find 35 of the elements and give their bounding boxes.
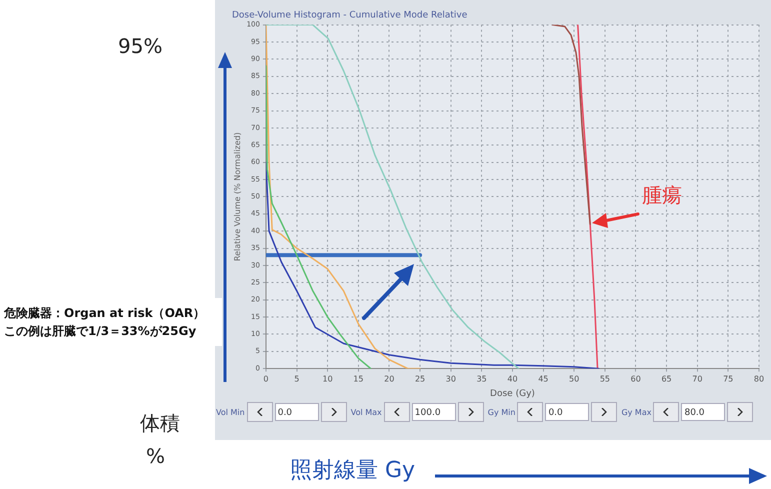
text: 0.0 [545,403,590,421]
text: この例は肝臓で1/3＝33%が25Gy [4,323,198,340]
text: Gy Max [621,408,652,416]
x-tick-label: 0 [263,374,269,384]
text: % [146,444,166,468]
y-axis-title: Relative Volume (% Normalized) [232,132,242,262]
x-axis-title: Dose (Gy) [490,388,535,399]
text: 0.0 [274,403,319,421]
x-tick-label: 70 [692,374,702,384]
text: 80.0 [681,403,726,421]
x-tick-label: 15 [353,374,364,384]
x-tick-label: 50 [569,374,580,384]
text: 危険臓器：Organ at risk（OAR） [4,305,206,322]
x-tick-label: 80 [754,374,764,384]
x-tick-label: 20 [384,374,394,384]
annotation: 腫瘍 [642,182,682,210]
text: 照射線量 Gy [290,457,416,485]
x-tick-label: 45 [538,374,548,384]
x-tick-label: 30 [446,374,456,384]
x-tick-label: 5 [294,374,300,384]
x-tick-label: 75 [723,374,734,384]
text: 体積 [140,410,180,437]
text: Gy Min [488,408,516,416]
chart-title: Dose-Volume Histogram - Cumulative Mode Relative [232,10,468,21]
text: 100.0 [412,403,456,421]
x-tick-label: 10 [322,374,333,384]
text: 95% [118,34,162,58]
x-tick-label: 65 [661,374,672,384]
x-tick-label: 55 [600,374,610,384]
x-tick-label: 35 [476,374,487,384]
x-tick-label: 40 [507,374,518,384]
text: Vol Max [350,408,382,416]
text: Vol Min [216,408,245,416]
x-tick-label: 60 [630,374,641,384]
x-tick-label: 25 [414,374,426,384]
